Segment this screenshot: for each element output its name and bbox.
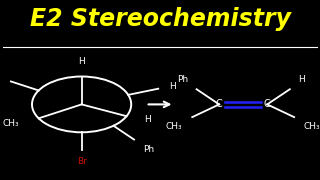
Text: H: H (298, 75, 305, 84)
Text: Ph: Ph (143, 145, 154, 154)
Text: CH₃: CH₃ (304, 122, 320, 131)
Text: C: C (216, 99, 223, 109)
Text: H: H (144, 116, 151, 125)
Text: CH₃: CH₃ (166, 122, 182, 131)
Text: CH₃: CH₃ (2, 119, 19, 128)
Text: Br: Br (77, 158, 86, 166)
Text: H: H (78, 57, 85, 66)
Text: C: C (264, 99, 271, 109)
Text: E2 Stereochemistry: E2 Stereochemistry (29, 7, 291, 31)
Text: Ph: Ph (177, 75, 188, 84)
Text: H: H (169, 82, 176, 91)
